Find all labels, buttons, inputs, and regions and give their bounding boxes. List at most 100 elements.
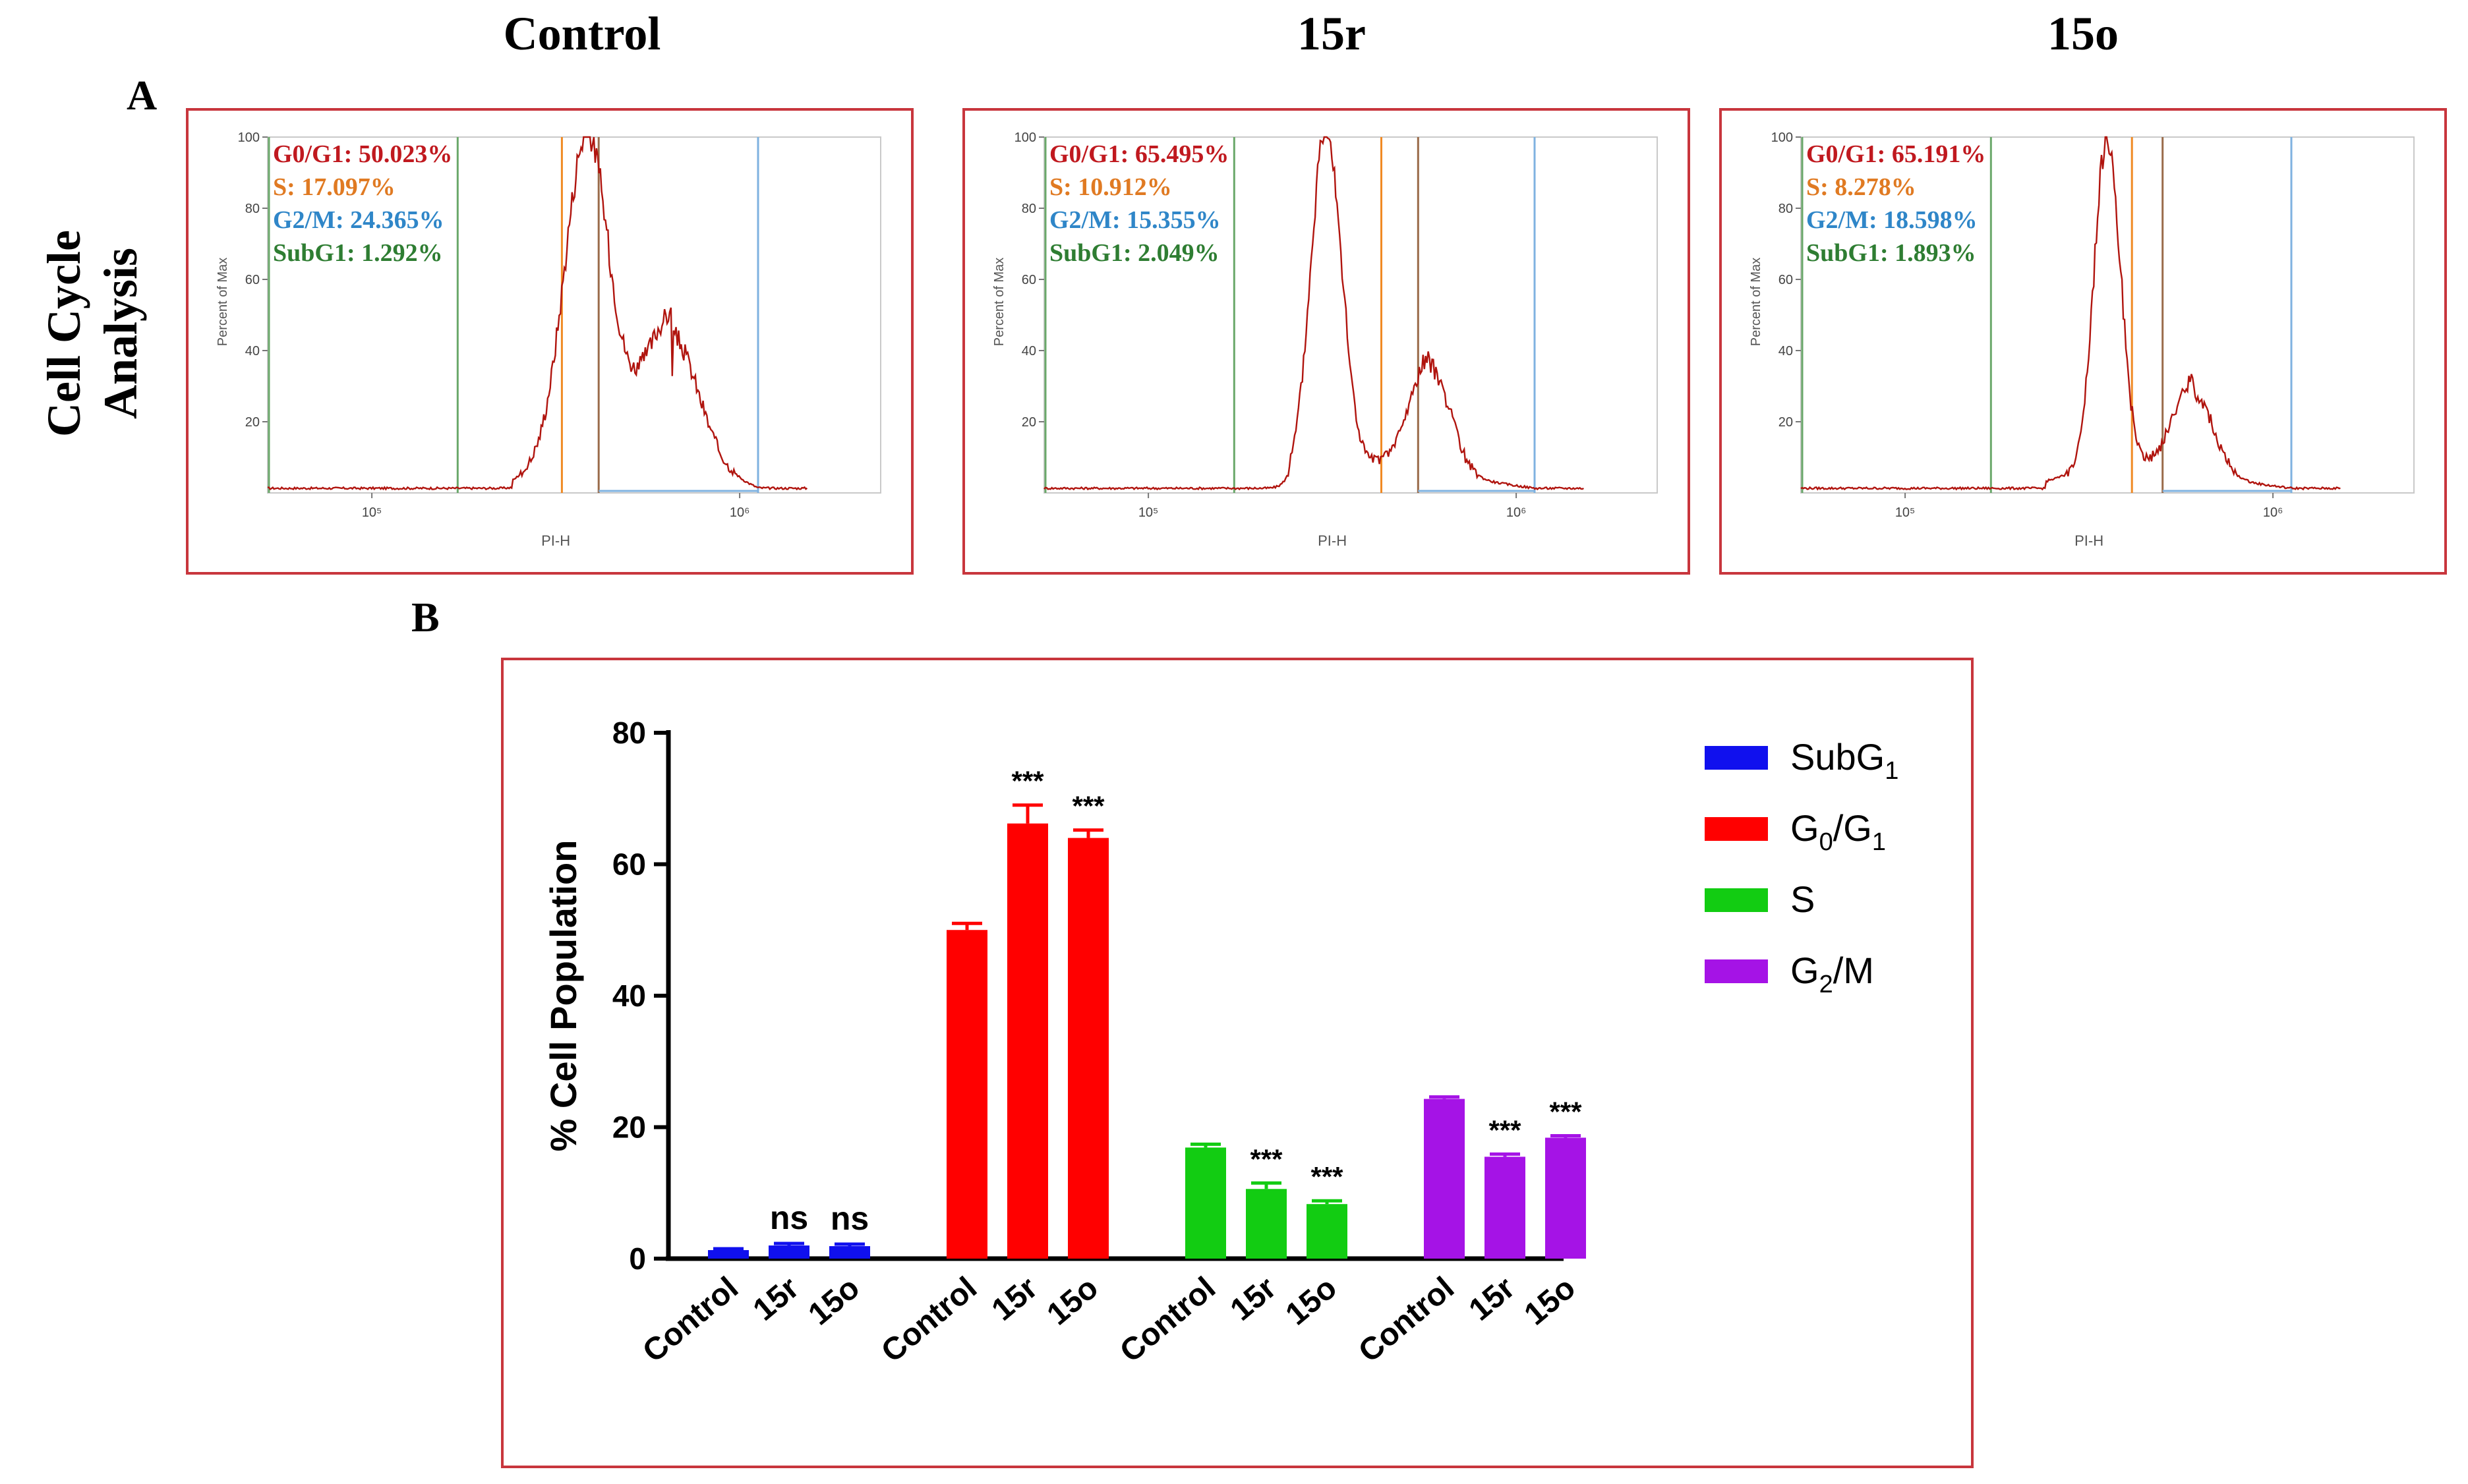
column-title-control: Control (503, 7, 661, 60)
y-tick-label: 100 (1771, 130, 1793, 145)
stat-s: S: 10.912% (1049, 173, 1172, 201)
legend-swatch (1705, 817, 1768, 841)
x-tick-label: 10⁵ (1138, 505, 1159, 520)
panel-label-a: A (127, 72, 158, 119)
stat-subg1: SubG1: 2.049% (1049, 239, 1219, 267)
y-axis-label: Percent of Max (992, 258, 1007, 347)
significance-label: ns (831, 1200, 869, 1237)
y-tick-label: 60 (612, 847, 646, 882)
row-title-line1: Cell Cycle (38, 230, 90, 437)
panel-label-b: B (411, 594, 440, 641)
stat-subg1: SubG1: 1.893% (1806, 239, 1976, 267)
stat-g2m: G2/M: 15.355% (1049, 206, 1221, 234)
legend-label: SubG1 (1790, 736, 1898, 785)
category-label: 15r (985, 1270, 1044, 1328)
bar-subg1-15o (829, 1246, 870, 1259)
plot-border (267, 136, 881, 494)
histogram-plot: 100 80 60 40 20 Percent of Max 10⁵ 10⁶ PI-H (216, 130, 881, 549)
stat-g0g1: G0/G1: 50.023% (273, 140, 453, 168)
legend-swatch (1705, 746, 1768, 770)
y-tick-label: 80 (1022, 202, 1036, 216)
y-axis-label: Percent of Max (1749, 258, 1763, 347)
significance-label: *** (1310, 1161, 1343, 1192)
y-tick-label: 100 (238, 130, 260, 145)
plot-border (1043, 136, 1658, 494)
bar-g2-m-control (1424, 1099, 1465, 1259)
histogram-panel-15r: 100 80 60 40 20 Percent of Max 10⁵ 10⁶ PI-H G0/G1… (962, 108, 1690, 575)
y-tick-label: 60 (245, 273, 260, 287)
x-tick-label: 10⁶ (730, 505, 749, 520)
bar-g0-g1-control (947, 930, 987, 1259)
histogram-plot: 100 80 60 40 20 Percent of Max 10⁵ 10⁶ PI-H (992, 130, 1658, 549)
stat-s: S: 8.278% (1806, 173, 1916, 201)
x-axis-label: PI-H (541, 532, 570, 549)
category-label: 15r (1463, 1270, 1521, 1328)
bar-g0-g1-15o (1068, 838, 1109, 1259)
bar-g2-m-15r (1484, 1156, 1525, 1259)
y-tick-label: 40 (612, 979, 646, 1013)
column-title-15r: 15r (1297, 7, 1366, 60)
bar-subg1-15r (769, 1245, 809, 1259)
significance-label: *** (1011, 766, 1044, 797)
bar-s-15o (1307, 1204, 1347, 1259)
y-tick-label: 80 (245, 202, 260, 216)
x-tick-label: 10⁵ (1895, 505, 1916, 520)
y-tick-label: 20 (1778, 415, 1793, 430)
x-tick-label: 10⁶ (1506, 505, 1526, 520)
y-tick-label: 60 (1778, 273, 1793, 287)
legend-label: G0/G1 (1790, 807, 1886, 856)
bar-s-control (1185, 1147, 1226, 1259)
y-tick-label: 20 (245, 415, 260, 430)
row-title-line2: Analysis (94, 247, 147, 420)
category-label: Control (1352, 1270, 1461, 1369)
y-tick-label: 20 (1022, 415, 1036, 430)
y-tick-label: 40 (245, 344, 260, 358)
legend-swatch (1705, 959, 1768, 983)
bar-g2-m-15o (1545, 1137, 1586, 1259)
y-axis-label: % Cell Population (543, 840, 584, 1152)
histogram-curve (1043, 136, 1584, 491)
histogram-curve (267, 136, 808, 491)
legend-label: S (1790, 878, 1815, 920)
column-title-15o: 15o (2047, 7, 2119, 60)
legend-swatch (1705, 888, 1768, 912)
y-tick-label: 40 (1778, 344, 1793, 358)
y-tick-label: 80 (612, 716, 646, 750)
significance-label: *** (1549, 1096, 1582, 1127)
stat-g2m: G2/M: 24.365% (273, 206, 444, 234)
histogram-panel-control: 100 80 60 40 20 Percent of Max 10⁵ 10⁶ PI-H G0/G1… (186, 108, 914, 575)
bar-g0-g1-15r (1007, 823, 1048, 1259)
significance-label: *** (1250, 1143, 1283, 1174)
category-label: Control (636, 1270, 745, 1369)
bar-subg1-control (708, 1250, 749, 1259)
significance-label: ns (770, 1199, 808, 1236)
category-label: Control (875, 1270, 984, 1369)
category-label: 15o (1518, 1270, 1582, 1332)
histogram-panel-15o: 100 80 60 40 20 Percent of Max 10⁵ 10⁶ PI-H G0/G1… (1719, 108, 2447, 575)
histogram-plot: 100 80 60 40 20 Percent of Max 10⁵ 10⁶ PI-H (1749, 130, 2415, 549)
x-axis-label: PI-H (1318, 532, 1347, 549)
histogram-curve (1800, 136, 2341, 491)
category-label: 15o (802, 1270, 866, 1332)
stat-subg1: SubG1: 1.292% (273, 239, 443, 267)
row-title: Cell Cycle Analysis (36, 129, 149, 538)
category-label: 15o (1279, 1270, 1343, 1332)
bar-s-15r (1246, 1189, 1287, 1259)
stat-s: S: 17.097% (273, 173, 396, 201)
y-tick-label: 80 (1778, 202, 1793, 216)
category-label: 15o (1041, 1270, 1105, 1332)
category-label: 15r (1224, 1270, 1283, 1328)
x-axis-label: PI-H (2074, 532, 2103, 549)
legend-label: G2/M (1790, 950, 1874, 998)
significance-label: *** (1072, 791, 1105, 822)
y-tick-label: 20 (612, 1110, 646, 1145)
stat-g0g1: G0/G1: 65.191% (1806, 140, 1986, 168)
bar-chart-panel: 0 20 40 60 80% Cell Population Control ns 15r ns… (501, 658, 1974, 1468)
y-tick-label: 100 (1014, 130, 1036, 145)
x-tick-label: 10⁶ (2263, 505, 2283, 520)
category-label: 15r (747, 1270, 806, 1328)
y-axis-label: Percent of Max (216, 258, 230, 347)
y-tick-label: 60 (1022, 273, 1036, 287)
stat-g0g1: G0/G1: 65.495% (1049, 140, 1229, 168)
